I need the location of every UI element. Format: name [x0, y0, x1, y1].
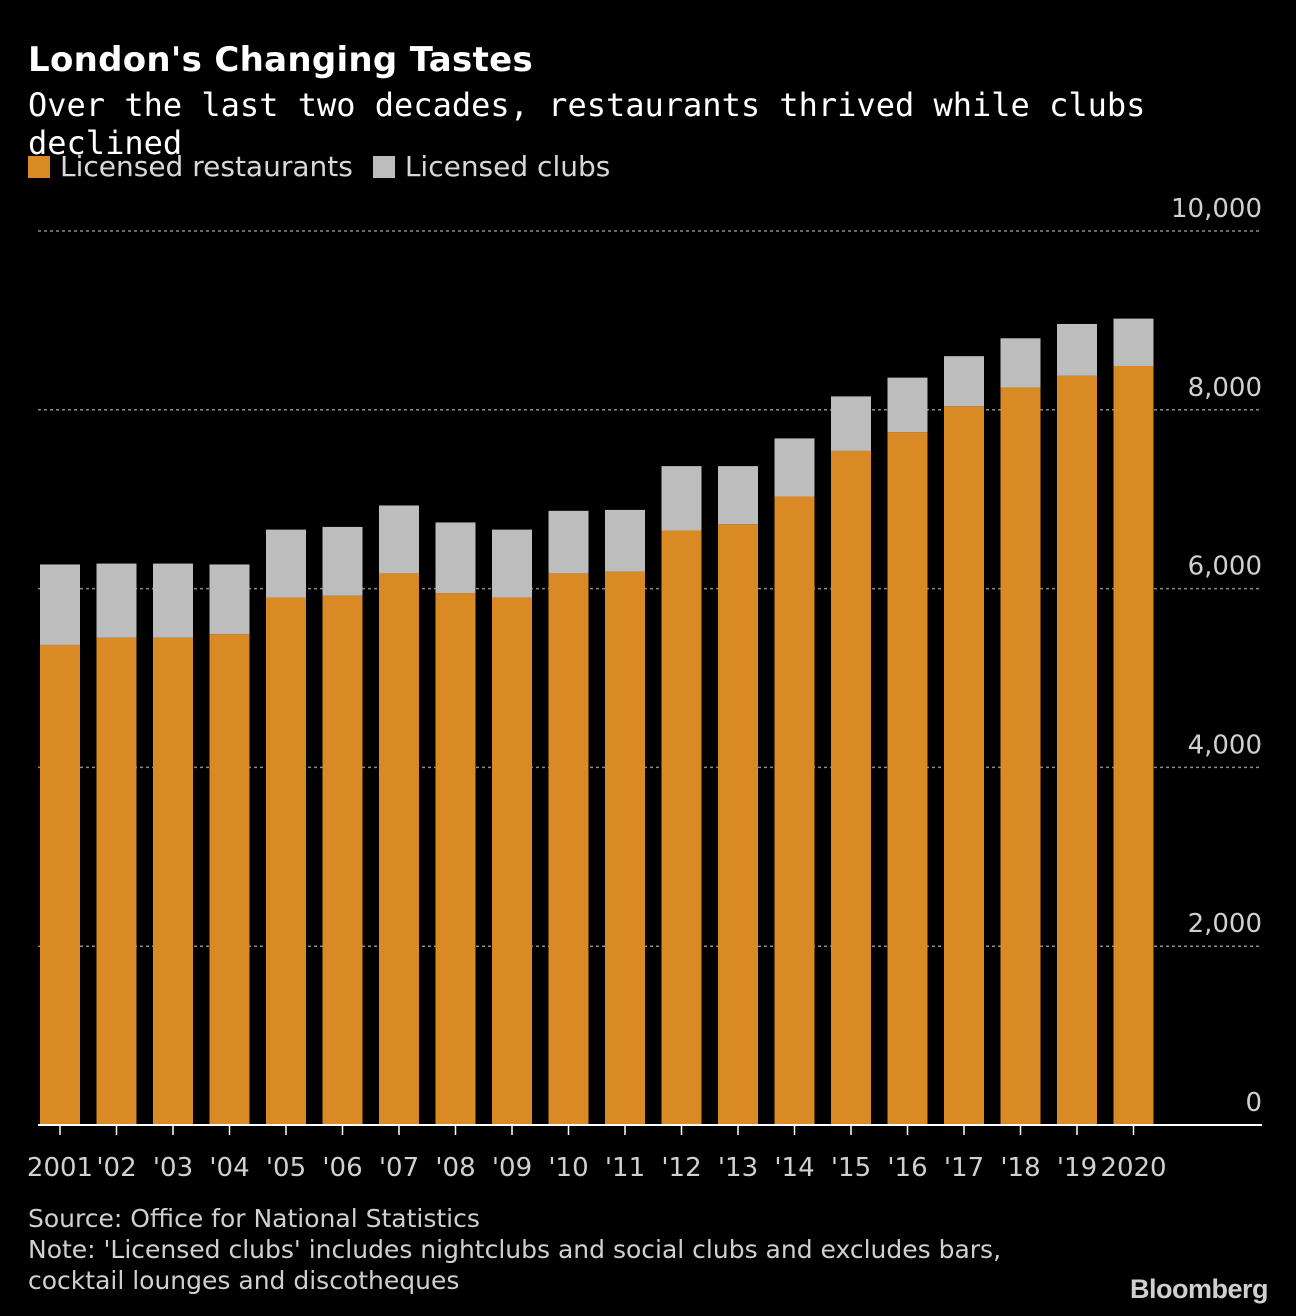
x-tick-label-13: '14 [774, 1153, 814, 1183]
legend-label-clubs: Licensed clubs [404, 150, 611, 183]
bar-clubs-19 [1113, 318, 1154, 366]
source-text: Source: Office for National Statistics [28, 1204, 480, 1233]
bar-restaurants-5 [322, 595, 363, 1125]
bar-clubs-8 [492, 529, 532, 598]
footer: Source: Office for National Statistics N… [28, 1203, 1001, 1296]
legend-swatch-restaurants [28, 155, 50, 178]
legend-swatch-clubs [372, 155, 395, 178]
bar-clubs-4 [266, 529, 306, 598]
x-tick-label-14: '15 [831, 1153, 871, 1183]
x-tick-label-6: '07 [379, 1153, 419, 1183]
note-text-line1: Note: 'Licensed clubs' includes nightclu… [28, 1235, 1002, 1264]
x-tick-label-18: '19 [1057, 1153, 1097, 1183]
bar-restaurants-15 [887, 432, 928, 1125]
bar-restaurants-9 [548, 573, 589, 1125]
bar-clubs-12 [718, 466, 758, 525]
chart-subtitle: Over the last two decades, restaurants t… [28, 86, 1146, 162]
y-tick-label-4: 8,000 [1188, 373, 1262, 403]
bar-restaurants-19 [1113, 365, 1154, 1125]
x-tick-label-4: '05 [266, 1153, 306, 1183]
bar-clubs-17 [1000, 338, 1041, 388]
legend-item-restaurants: Licensed restaurants [28, 150, 353, 183]
bar-clubs-7 [435, 522, 476, 594]
bar-restaurants-13 [774, 496, 815, 1125]
bar-restaurants-14 [831, 450, 871, 1125]
bar-restaurants-10 [605, 571, 645, 1125]
x-tick-label-5: '06 [322, 1153, 362, 1183]
legend: Licensed restaurants Licensed clubs [28, 150, 630, 183]
bar-restaurants-1 [96, 637, 137, 1125]
x-tick-label-3: '04 [209, 1153, 249, 1183]
y-tick-label-5: 10,000 [1171, 194, 1262, 224]
note-text-line2: cocktail lounges and discotheques [28, 1266, 460, 1295]
bar-clubs-2 [153, 563, 193, 638]
bar-restaurants-0 [40, 644, 80, 1125]
bar-restaurants-18 [1057, 375, 1097, 1125]
bar-restaurants-16 [944, 406, 984, 1125]
bar-restaurants-2 [153, 637, 193, 1125]
bar-clubs-0 [40, 564, 80, 645]
bar-restaurants-8 [492, 597, 532, 1125]
x-tick-label-2: '03 [153, 1153, 193, 1183]
chart-title: London's Changing Tastes [28, 40, 534, 80]
bar-restaurants-4 [266, 597, 306, 1125]
x-tick-label-10: '11 [605, 1153, 645, 1183]
x-tick-label-9: '10 [548, 1153, 588, 1183]
x-tick-label-0: 2001 [27, 1153, 93, 1183]
legend-label-restaurants: Licensed restaurants [60, 150, 353, 183]
bar-clubs-13 [774, 438, 815, 497]
y-tick-label-1: 2,000 [1188, 909, 1262, 939]
bar-clubs-3 [209, 564, 250, 635]
bar-clubs-10 [605, 509, 645, 572]
bar-restaurants-12 [718, 524, 758, 1125]
bar-clubs-5 [322, 526, 363, 596]
bar-restaurants-7 [435, 593, 476, 1125]
x-tick-label-19: 2020 [1100, 1153, 1166, 1183]
bar-clubs-18 [1057, 323, 1097, 376]
bar-clubs-14 [831, 396, 871, 451]
bar-clubs-11 [661, 466, 702, 531]
x-tick-label-11: '12 [661, 1153, 701, 1183]
x-tick-label-7: '08 [435, 1153, 475, 1183]
x-tick-label-8: '09 [492, 1153, 532, 1183]
bar-clubs-15 [887, 377, 928, 433]
bar-clubs-9 [548, 510, 589, 574]
bar-clubs-6 [379, 505, 419, 574]
bar-clubs-1 [96, 563, 137, 638]
bar-restaurants-3 [209, 634, 250, 1125]
y-tick-label-3: 6,000 [1188, 552, 1262, 582]
y-tick-label-2: 4,000 [1188, 730, 1262, 760]
x-tick-label-16: '17 [944, 1153, 984, 1183]
bloomberg-logo: Bloomberg [1129, 1274, 1269, 1304]
bar-clubs-16 [944, 356, 984, 407]
x-tick-label-12: '13 [718, 1153, 758, 1183]
legend-item-clubs: Licensed clubs [372, 150, 611, 183]
x-tick-label-17: '18 [1000, 1153, 1040, 1183]
x-tick-label-15: '16 [887, 1153, 927, 1183]
bar-restaurants-17 [1000, 387, 1041, 1125]
x-tick-label-1: '02 [96, 1153, 136, 1183]
bar-restaurants-11 [661, 530, 702, 1125]
bar-restaurants-6 [379, 573, 419, 1125]
y-tick-label-0: 0 [1245, 1088, 1262, 1118]
